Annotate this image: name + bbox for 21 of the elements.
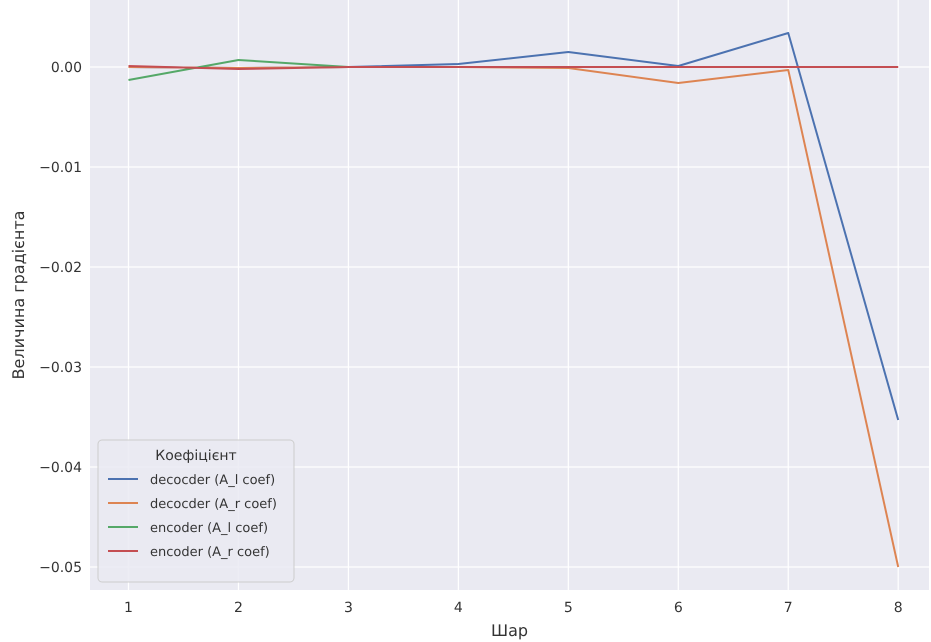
x-tick-label: 2	[234, 600, 243, 616]
y-tick-label: −0.03	[39, 360, 82, 376]
y-tick-label: −0.05	[39, 560, 82, 576]
x-axis-title: Шар	[490, 621, 528, 640]
legend-label: decocder (A_r coef)	[150, 497, 277, 512]
x-tick-label: 3	[344, 600, 353, 616]
legend-label: encoder (A_l coef)	[150, 521, 268, 536]
legend-title: Коефіцієнт	[155, 448, 237, 464]
y-tick-label: −0.04	[39, 460, 82, 476]
x-tick-label: 8	[894, 600, 903, 616]
y-axis-title: Величина градієнта	[9, 210, 28, 380]
y-tick-label: 0.00	[50, 60, 82, 76]
x-tick-label: 5	[564, 600, 573, 616]
legend-label: encoder (A_r coef)	[150, 545, 270, 560]
x-tick-label: 1	[124, 600, 133, 616]
x-tick-label: 4	[454, 600, 463, 616]
y-tick-label: −0.02	[39, 260, 82, 276]
x-tick-label: 7	[784, 600, 793, 616]
y-tick-label: −0.01	[39, 160, 82, 176]
x-tick-label: 6	[674, 600, 683, 616]
legend-label: decocder (A_l coef)	[150, 473, 276, 488]
